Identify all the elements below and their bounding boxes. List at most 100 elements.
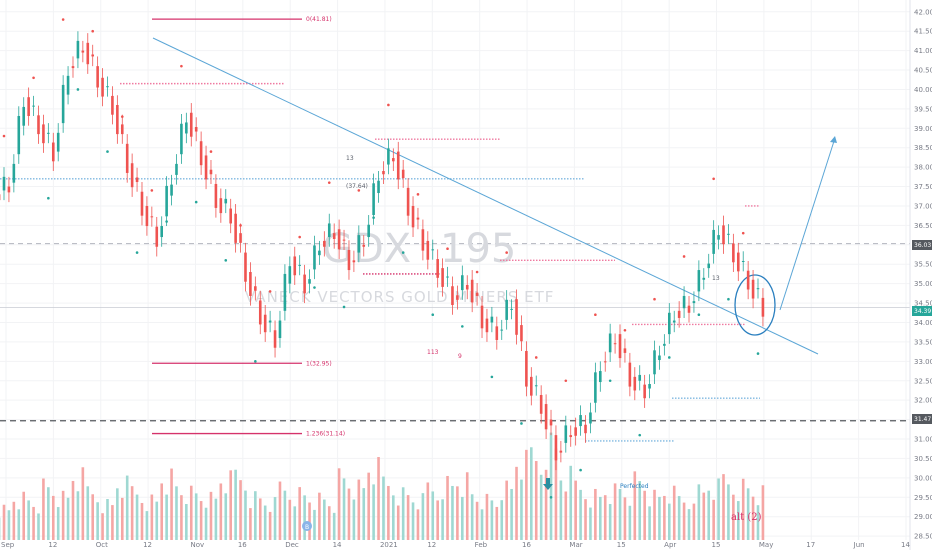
- volume-bar: [12, 501, 16, 540]
- candle-body: [268, 320, 272, 323]
- signal-dot-sell: [387, 103, 390, 107]
- up-arrow-icon: [543, 478, 553, 490]
- candle-body: [530, 376, 533, 396]
- candle-body: [56, 132, 60, 152]
- annotation-13b: 13: [712, 275, 720, 282]
- signal-dot-buy: [224, 259, 228, 262]
- candle-body: [446, 276, 449, 278]
- signal-dot-buy: [579, 468, 582, 472]
- candle-body: [27, 97, 30, 116]
- candle-body: [140, 191, 144, 216]
- candle-body: [406, 187, 410, 216]
- time-tick-label: Jun: [853, 541, 865, 549]
- candle-body: [357, 235, 361, 253]
- signal-dot-sell: [120, 115, 124, 118]
- signal-dot-sell: [357, 189, 361, 192]
- signal-dot-sell: [180, 64, 183, 68]
- signal-dot-sell: [298, 235, 301, 239]
- candle-body: [22, 106, 26, 126]
- volume-bar: [485, 493, 489, 540]
- volume-bar: [692, 503, 696, 540]
- volume-bar: [658, 496, 661, 540]
- volume-bar: [525, 449, 528, 540]
- candle-body: [111, 95, 114, 115]
- signal-dot-sell: [682, 255, 686, 258]
- price-tick-label: 34.50: [914, 300, 932, 308]
- price-tick-label: 39.00: [914, 125, 932, 133]
- candle-body: [534, 385, 538, 387]
- marker-badge-icon: [302, 521, 312, 531]
- volume-bar: [618, 488, 622, 540]
- volume-bar: [648, 506, 651, 540]
- candle-body: [86, 42, 90, 65]
- time-tick-label: Mar: [569, 541, 582, 549]
- volume-bar: [2, 504, 6, 540]
- volume-bar: [27, 500, 30, 540]
- price-tick-label: 33.00: [914, 358, 932, 366]
- price-axis[interactable]: 42.00 41.50 41.00 40.50 40.00 39.50 39.00 38.50…: [909, 0, 932, 550]
- candle-body: [461, 275, 464, 291]
- volume-bar: [155, 501, 159, 540]
- candle-body: [599, 371, 602, 383]
- signal-dot-sell: [416, 193, 420, 196]
- volume-bar: [244, 490, 247, 540]
- signal-dot-sell: [150, 189, 154, 192]
- volume-bar: [239, 480, 242, 540]
- volume-bar: [249, 508, 252, 540]
- volume-bar: [722, 474, 725, 540]
- candle-body: [254, 286, 257, 291]
- volume-bar: [219, 483, 223, 540]
- volume-bar: [263, 505, 267, 540]
- time-tick-label: 14: [901, 541, 910, 549]
- fib-level-label: 1(32.95): [306, 360, 332, 367]
- volume-bar: [613, 483, 617, 540]
- candle-body: [648, 383, 651, 389]
- candle-body: [7, 186, 11, 193]
- volume-bar: [66, 497, 70, 540]
- time-tick-label: 12: [48, 541, 57, 549]
- candle-body: [66, 75, 70, 95]
- candle-body: [470, 279, 474, 303]
- candle-body: [746, 270, 750, 290]
- volume-bar: [337, 468, 341, 540]
- candle-body: [490, 316, 494, 323]
- candle-body: [42, 124, 45, 144]
- candle-body: [293, 256, 297, 276]
- volume-bar: [643, 490, 646, 540]
- candle-body: [377, 180, 380, 194]
- volume-bar: [638, 481, 642, 540]
- candle-body: [401, 169, 405, 179]
- candle-body: [495, 326, 499, 340]
- signal-dot-sell: [712, 177, 715, 181]
- volume-bars: [0, 432, 765, 540]
- candle-body: [613, 343, 617, 345]
- tag-31-label: 31.47: [914, 416, 931, 423]
- volume-bar: [140, 502, 144, 540]
- candle-body: [180, 123, 183, 155]
- volume-bar: [106, 499, 109, 540]
- volume-bar: [672, 485, 676, 540]
- candle-body: [204, 155, 208, 180]
- volume-bar: [194, 493, 198, 540]
- volume-bar: [411, 502, 415, 540]
- candle-body: [214, 183, 218, 208]
- volume-bar: [746, 488, 750, 540]
- fib-level-label: 1.236(31.14): [306, 431, 345, 438]
- volume-bar: [594, 488, 597, 540]
- candle-body: [199, 141, 203, 166]
- volume-bar: [382, 476, 385, 540]
- volume-bar: [623, 497, 627, 540]
- candle-body: [456, 295, 459, 300]
- time-axis[interactable]: Sep 12 Oct 12 Nov 16 Dec 14 2021 12 Feb 16 Mar 15 Apr 1…: [1, 541, 910, 549]
- candle-body: [569, 435, 573, 438]
- candle-body: [347, 249, 351, 271]
- candle-body: [756, 288, 760, 290]
- signal-dot-buy: [165, 220, 168, 223]
- signal-dot-sell: [653, 297, 656, 301]
- volume-bar: [258, 498, 262, 540]
- candle-body: [323, 240, 326, 247]
- volume-bar: [204, 507, 208, 540]
- candle-body: [332, 233, 336, 239]
- volume-bar: [667, 503, 671, 540]
